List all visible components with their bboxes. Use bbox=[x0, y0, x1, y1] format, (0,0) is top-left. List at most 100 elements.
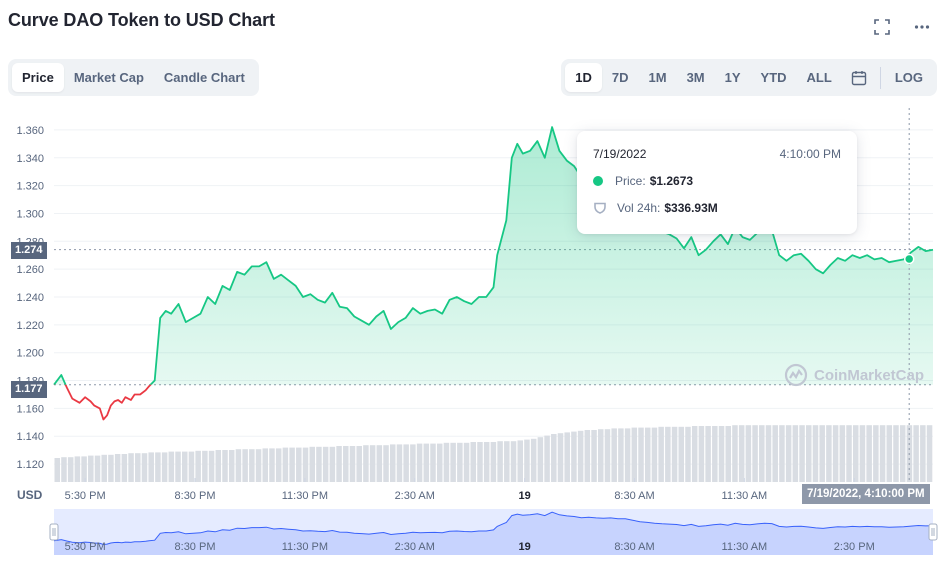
x-tick-label: 8:30 AM bbox=[614, 490, 654, 502]
volume-bar bbox=[765, 425, 772, 482]
volume-bar bbox=[658, 426, 664, 482]
range-1y-button[interactable]: 1Y bbox=[724, 70, 741, 85]
x-tick-label: 8:30 PM bbox=[175, 490, 216, 502]
volume-bar bbox=[249, 449, 255, 482]
calendar-icon[interactable] bbox=[842, 63, 876, 92]
volume-bar bbox=[363, 445, 369, 482]
volume-bar bbox=[852, 425, 859, 482]
crosshair-date-tag: 7/19/2022, 4:10:00 PM bbox=[802, 484, 930, 504]
volume-bar bbox=[752, 425, 758, 482]
volume-bar bbox=[141, 453, 148, 482]
open-price-tag: 1.177 bbox=[11, 381, 47, 398]
volume-bar bbox=[812, 425, 819, 482]
volume-bar bbox=[114, 454, 121, 482]
volume-bar bbox=[222, 450, 228, 482]
volume-bar bbox=[67, 457, 74, 482]
navigator-tick-label: 19 bbox=[519, 541, 531, 553]
volume-bar bbox=[181, 451, 188, 482]
volume-bars bbox=[54, 425, 933, 482]
volume-bar bbox=[128, 453, 134, 482]
volume-bar bbox=[846, 425, 852, 482]
volume-bar bbox=[336, 446, 342, 482]
volume-bar bbox=[738, 425, 745, 482]
volume-bar bbox=[920, 425, 926, 482]
volume-bar bbox=[732, 425, 738, 482]
y-tick-label: 1.220 bbox=[16, 320, 44, 332]
toolbar-divider bbox=[879, 66, 881, 89]
volume-bar bbox=[832, 425, 839, 482]
tooltip-price-value: $1.2673 bbox=[649, 174, 694, 188]
volume-bar bbox=[866, 425, 872, 482]
range-7d-button[interactable]: 7D bbox=[611, 70, 629, 85]
volume-bar bbox=[644, 427, 651, 482]
shield-icon bbox=[593, 201, 607, 215]
volume-bar bbox=[161, 452, 168, 482]
tooltip-date: 7/19/2022 bbox=[593, 147, 647, 161]
highlight-point bbox=[903, 253, 915, 265]
volume-bar bbox=[322, 446, 329, 482]
tab-market-cap[interactable]: Market Cap bbox=[73, 70, 144, 85]
navigator-right-handle[interactable] bbox=[928, 523, 938, 541]
volume-bar bbox=[591, 430, 597, 482]
volume-bar bbox=[416, 443, 423, 482]
volume-bar bbox=[296, 447, 302, 482]
tab-candle-chart[interactable]: Candle Chart bbox=[163, 70, 245, 85]
price-area bbox=[54, 127, 933, 385]
volume-bar bbox=[108, 454, 114, 482]
volume-bar bbox=[785, 425, 792, 482]
navigator-tick-label: 5:30 PM bbox=[65, 541, 106, 553]
volume-bar bbox=[691, 426, 698, 482]
volume-bar bbox=[799, 425, 805, 482]
volume-bar bbox=[826, 425, 832, 482]
range-navigator[interactable]: 5:30 PM 8:30 PM 11:30 PM 2:30 AM 19 8:30 AM 11… bbox=[49, 509, 938, 555]
y-axis: 1.1201.1401.1601.1801.2001.2201.2401.260… bbox=[16, 125, 44, 471]
volume-bar bbox=[289, 447, 295, 482]
volume-bar bbox=[81, 456, 87, 482]
tooltip-price-label: Price: bbox=[615, 174, 646, 188]
volume-bar bbox=[450, 442, 456, 482]
tab-price[interactable]: Price bbox=[12, 63, 64, 92]
volume-bar bbox=[423, 443, 430, 482]
volume-bar bbox=[678, 426, 685, 482]
navigator-left-handle[interactable] bbox=[49, 523, 59, 541]
range-3m-button[interactable]: 3M bbox=[686, 70, 705, 85]
volume-bar bbox=[436, 443, 443, 482]
page-title: Curve DAO Token to USD Chart bbox=[8, 10, 275, 30]
volume-bar bbox=[497, 441, 503, 482]
volume-bar bbox=[712, 426, 718, 482]
fullscreen-icon[interactable] bbox=[873, 18, 891, 36]
volume-bar bbox=[772, 425, 778, 482]
tooltip-vol-label: Vol 24h: bbox=[617, 201, 661, 215]
navigator-tick-label: 2:30 PM bbox=[834, 541, 875, 553]
volume-bar bbox=[255, 449, 262, 482]
volume-bar bbox=[302, 447, 309, 482]
log-scale-button[interactable]: LOG bbox=[894, 70, 923, 85]
volume-bar bbox=[510, 441, 517, 482]
volume-bar bbox=[235, 449, 242, 482]
range-1d-button[interactable]: 1D bbox=[565, 63, 602, 92]
navigator-tick-label: 8:30 PM bbox=[175, 541, 216, 553]
price-legend-dot bbox=[593, 176, 603, 186]
x-tick-label: 5:30 PM bbox=[65, 490, 106, 502]
more-icon[interactable] bbox=[913, 18, 931, 36]
range-all-button[interactable]: ALL bbox=[806, 70, 832, 85]
navigator-tick-label: 11:30 PM bbox=[282, 541, 328, 553]
watermark-text: CoinMarketCap bbox=[814, 366, 925, 384]
coinmarketcap-logo-icon bbox=[784, 363, 808, 387]
volume-bar bbox=[819, 425, 825, 482]
range-1m-button[interactable]: 1M bbox=[648, 70, 667, 85]
x-tick-label: 19 bbox=[519, 490, 531, 502]
price-area-fill bbox=[54, 127, 933, 385]
volume-bar bbox=[698, 426, 705, 482]
volume-bar bbox=[705, 426, 711, 482]
volume-bar bbox=[524, 439, 530, 482]
volume-bar bbox=[457, 442, 463, 482]
volume-bar bbox=[665, 426, 671, 482]
volume-bar bbox=[74, 456, 81, 482]
volume-bar bbox=[477, 442, 483, 482]
volume-bar bbox=[685, 426, 691, 482]
volume-bar bbox=[893, 425, 899, 482]
range-ytd-button[interactable]: YTD bbox=[760, 70, 787, 85]
y-tick-label: 1.200 bbox=[16, 348, 44, 360]
